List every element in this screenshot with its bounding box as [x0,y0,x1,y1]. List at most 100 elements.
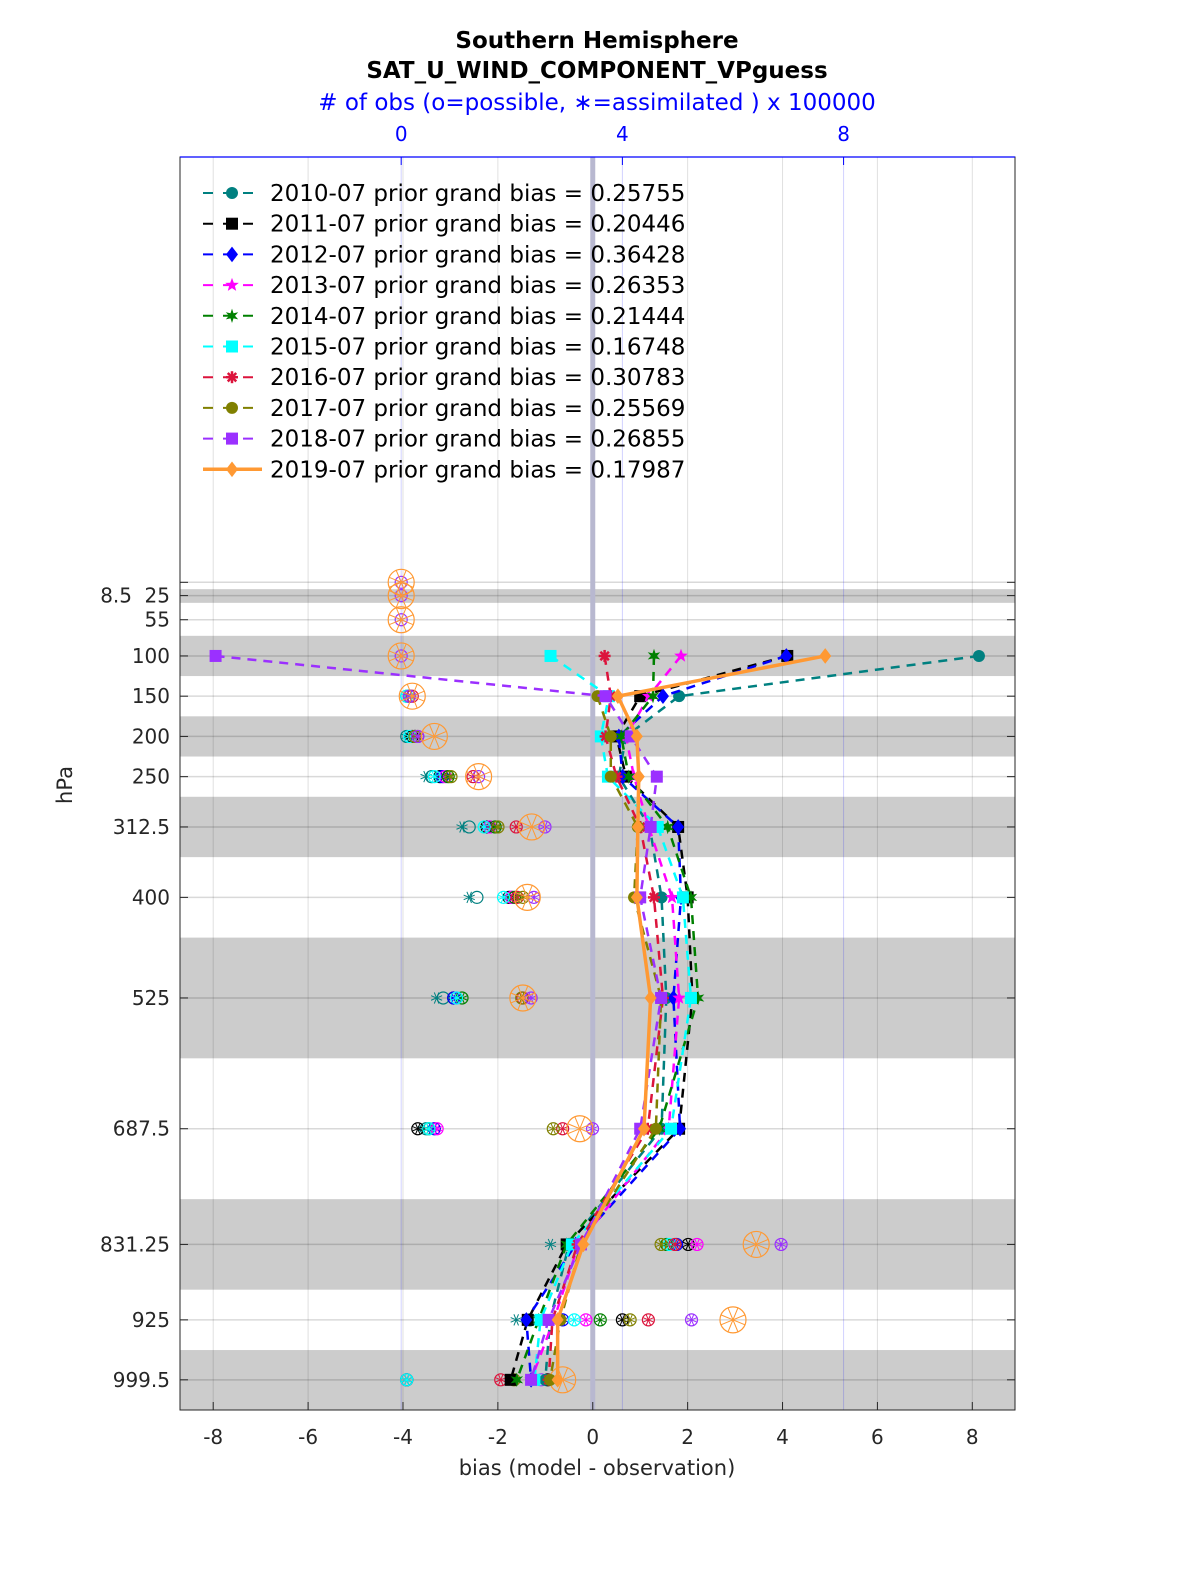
legend-text: prior grand bias = [373,304,590,330]
asterisk-stroke [624,1317,636,1323]
obs-possible-marker [398,682,426,710]
obs-possible-marker [400,1373,414,1387]
data-point [525,1373,538,1386]
asterisk-stroke [388,590,414,602]
y-tick-label: 55 [145,608,170,632]
x-tick-label: -2 [488,1425,508,1449]
asterisk-stroke [430,995,443,1001]
obs-possible-marker [556,1122,570,1136]
x-tick-label: 6 [871,1425,884,1449]
asterisk-stroke [388,650,414,662]
asterisk-stroke [463,894,475,901]
obs-possible-marker [394,649,408,663]
obs-assimilated-marker [624,1314,636,1326]
data-point [630,728,643,745]
y-tick-label: 999.5 [113,1368,170,1392]
obs-assimilated-marker [478,821,490,833]
data-point [672,819,685,835]
obs-possible-marker [496,890,511,904]
obs-possible-marker [420,722,448,751]
data-point [631,819,644,835]
obs-possible-marker [690,1237,704,1252]
obs-possible-marker [641,1313,655,1327]
data-point [599,690,612,703]
obs-assimilated-marker [428,770,441,783]
y-tick-label: 400 [132,885,170,909]
data-point [647,891,660,904]
obs-possible-marker [465,763,493,791]
obs-assimilated-marker [450,992,463,1004]
legend-entry: 2019-07 prior grand bias = 0.17987 [203,457,685,483]
legend-entry: 2012-07 prior grand bias = 0.36428 [203,242,685,268]
top-tick-label: 4 [616,122,629,146]
obs-possible-marker [719,1306,747,1334]
asterisk-stroke [510,992,536,1004]
obs-possible-marker [449,991,464,1005]
obs-possible-marker [774,1237,788,1252]
asterisk-stroke [510,824,522,830]
legend-label: 2017-07 prior grand bias = 0.25569 [270,396,685,422]
legend-entry: 2014-07 prior grand bias = 0.21444 [203,304,685,330]
obs-assimilated-marker [463,891,475,904]
data-point [637,1120,650,1137]
data-point [672,990,686,1004]
asterisk-stroke [669,1241,681,1248]
obs-assimilated-marker [691,1238,703,1251]
marker-stroke [226,372,238,383]
y-tick-label: 100 [132,644,170,668]
asterisk-stroke [547,1125,559,1132]
obs-assimilated-marker [445,770,457,783]
data-point [630,889,643,906]
asterisk-stroke [515,891,540,903]
asterisk-stroke [519,821,544,833]
obs-possible-marker [491,820,505,834]
legend-marker [226,371,238,384]
y-tick-label: 150 [132,684,170,708]
legend-series-name: 2014-07 [270,304,373,330]
legend-label: 2012-07 prior grand bias = 0.36428 [270,242,685,268]
obs-assimilated-marker [497,891,510,904]
asterisk-stroke [642,1317,655,1323]
obs-assimilated-marker [720,1307,746,1333]
asterisk-stroke [567,1123,593,1135]
axis-ticks: -8 -6 -4 -2 0 2 4 6 88.5 2555100150200250312.5400… [100,122,1015,1449]
obs-possible-marker [405,689,419,703]
obs-assimilated-marker [400,1374,413,1386]
marker-stroke [599,650,610,662]
legend-marker [225,308,239,323]
obs-possible-marker [538,820,552,834]
data-point [544,1373,557,1386]
obs-possible-marker [509,820,523,834]
legend-text: prior grand bias = [373,212,590,238]
obs-assimilated-marker [682,1238,694,1251]
obs-possible-marker [518,813,546,841]
data-point [551,1312,564,1328]
x-tick-label: 2 [681,1425,694,1449]
obs-assimilated-marker [422,724,447,749]
obs-assimilated-marker [494,1374,507,1386]
data-point [649,1122,662,1135]
legend-marker [226,246,238,263]
legend-entry: 2013-07 prior grand bias = 0.26353 [203,273,685,299]
legend-series-name: 2013-07 [270,273,373,299]
obs-assimilated-marker [594,1314,606,1326]
marker-stroke [648,892,660,903]
asterisk-stroke [691,1241,703,1248]
series-line [548,695,663,1381]
obs-assimilated-marker [655,1238,667,1251]
obs-assimilated-marker [642,1314,655,1326]
legend-entry: 2017-07 prior grand bias = 0.25569 [203,396,685,422]
obs-assimilated-marker [510,821,522,833]
y-tick-label: 687.5 [113,1117,170,1141]
legend-series-name: 2012-07 [270,242,373,268]
obs-possible-marker [507,890,522,904]
obs-possible-marker [516,890,530,904]
obs-possible-marker [567,1313,581,1327]
obs-possible-marker [515,991,529,1005]
x-tick-label: -6 [298,1425,318,1449]
obs-possible-marker [566,1115,594,1143]
asterisk-stroke [412,1125,424,1132]
legend-grand-bias: 0.26353 [590,273,685,299]
asterisk-stroke [510,1317,522,1323]
obs-assimilated-marker [510,985,536,1011]
